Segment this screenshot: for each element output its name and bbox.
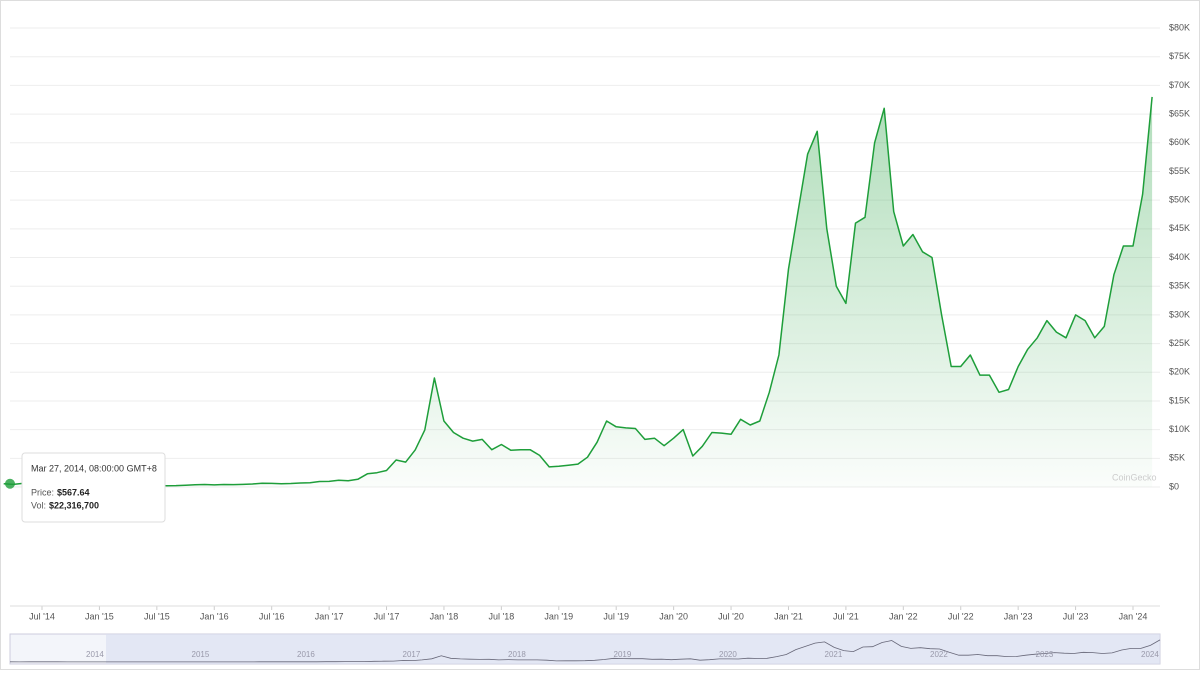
hover-point bbox=[5, 478, 15, 489]
y-tick-label: $30K bbox=[1169, 309, 1190, 319]
price-area bbox=[3, 96, 1153, 488]
x-tick-label: Jul '21 bbox=[833, 611, 859, 621]
y-tick-label: $80K bbox=[1169, 22, 1190, 32]
x-tick-label: Jan '16 bbox=[200, 611, 229, 621]
navigator-year: 2015 bbox=[192, 650, 210, 659]
watermark: CoinGecko bbox=[1112, 472, 1157, 482]
x-tick-label: Jul '22 bbox=[948, 611, 974, 621]
x-tick-label: Jul '18 bbox=[489, 611, 515, 621]
y-tick-label: $65K bbox=[1169, 108, 1190, 118]
y-tick-label: $10K bbox=[1169, 424, 1190, 434]
navigator-year: 2017 bbox=[403, 650, 421, 659]
x-tick-label: Jan '17 bbox=[315, 611, 344, 621]
x-tick-label: Jul '14 bbox=[29, 611, 55, 621]
navigator-year: 2022 bbox=[930, 650, 948, 659]
y-tick-label: $70K bbox=[1169, 80, 1190, 90]
tooltip-date: Mar 27, 2014, 08:00:00 GMT+8 bbox=[31, 463, 157, 473]
navigator-year: 2024 bbox=[1141, 650, 1159, 659]
y-tick-label: $20K bbox=[1169, 367, 1190, 377]
plot bbox=[3, 96, 1153, 489]
x-tick-label: Jul '15 bbox=[144, 611, 170, 621]
x-tick-label: Jan '15 bbox=[85, 611, 114, 621]
navigator-year: 2020 bbox=[719, 650, 737, 659]
y-tick-label: $0 bbox=[1169, 481, 1179, 491]
tooltip-price-label: Price: bbox=[31, 487, 54, 497]
tooltip-box bbox=[21, 452, 166, 523]
x-tick-label: Jan '21 bbox=[774, 611, 803, 621]
x-tick-label: Jan '23 bbox=[1004, 611, 1033, 621]
x-tick-label: Jul '17 bbox=[374, 611, 400, 621]
y-tick-label: $60K bbox=[1169, 137, 1190, 147]
x-tick-label: Jan '22 bbox=[889, 611, 918, 621]
y-tick-label: $15K bbox=[1169, 395, 1190, 405]
navigator-year: 2019 bbox=[614, 650, 632, 659]
navigator-year: 2018 bbox=[508, 650, 526, 659]
y-tick-label: $55K bbox=[1169, 166, 1190, 176]
y-tick-label: $50K bbox=[1169, 195, 1190, 205]
navigator-line bbox=[9, 639, 1161, 663]
y-tick-label: $35K bbox=[1169, 281, 1190, 291]
x-tick-label: Jan '20 bbox=[659, 611, 688, 621]
y-tick-label: $40K bbox=[1169, 252, 1190, 262]
x-tick-label: Jan '18 bbox=[430, 611, 459, 621]
tooltip-price: $567.64 bbox=[57, 487, 90, 497]
y-tick-label: $5K bbox=[1169, 453, 1185, 463]
price-line bbox=[3, 96, 1153, 487]
navigator-selection bbox=[106, 634, 1160, 664]
navigator-year: 2021 bbox=[825, 650, 843, 659]
tooltip-volume: $22,316,700 bbox=[49, 500, 99, 510]
x-tick-label: Jan '19 bbox=[544, 611, 573, 621]
tooltip: Mar 27, 2014, 08:00:00 GMT+8 Price: $567… bbox=[21, 452, 166, 523]
y-tick-label: $45K bbox=[1169, 223, 1190, 233]
x-tick-label: Jul '23 bbox=[1063, 611, 1089, 621]
y-tick-label: $25K bbox=[1169, 338, 1190, 348]
navigator-year: 2014 bbox=[86, 650, 104, 659]
y-tick-label: $75K bbox=[1169, 51, 1190, 61]
x-tick-label: Jul '16 bbox=[259, 611, 285, 621]
navigator-year: 2016 bbox=[297, 650, 315, 659]
navigator-year: 2023 bbox=[1036, 650, 1054, 659]
x-tick-label: Jul '19 bbox=[603, 611, 629, 621]
x-tick-label: Jan '24 bbox=[1119, 611, 1148, 621]
x-tick-label: Jul '20 bbox=[718, 611, 744, 621]
tooltip-volume-label: Vol: bbox=[31, 500, 46, 510]
